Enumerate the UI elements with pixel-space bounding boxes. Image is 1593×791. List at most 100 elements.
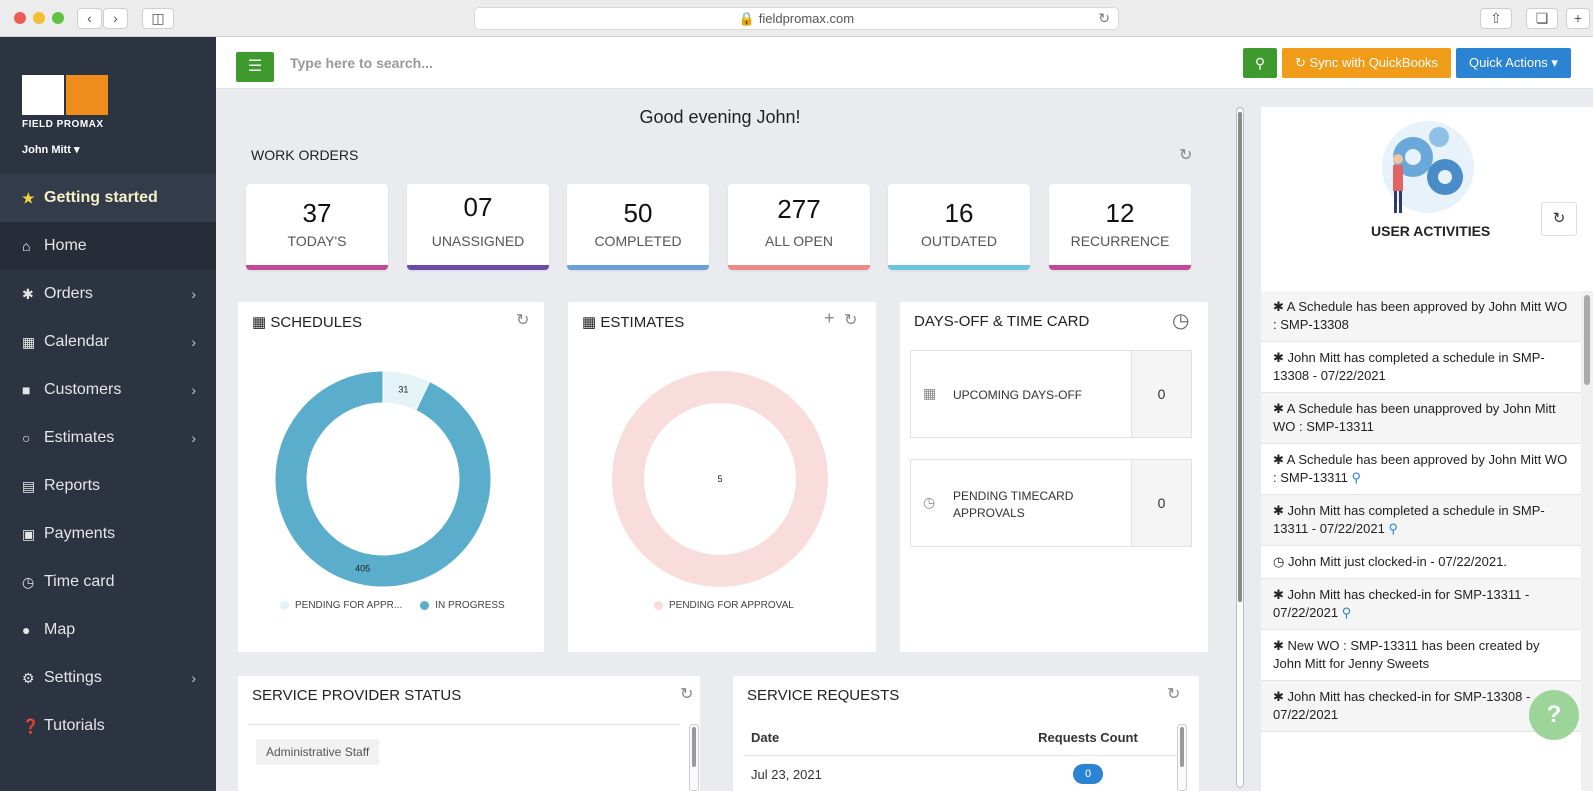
sidebar-item-time-card[interactable]: ◷ Time card <box>0 558 216 606</box>
schedules-title: ▦ SCHEDULES <box>252 313 362 331</box>
pending-timecard-box[interactable]: ◷ PENDING TIMECARD APPROVALS 0 <box>910 459 1192 547</box>
sidebar-item-settings[interactable]: ⚙ Settings › <box>0 654 216 702</box>
clock-icon: ◷ <box>22 573 35 590</box>
service-provider-scrollbar[interactable] <box>689 724 699 791</box>
list-item[interactable]: ✱ A Schedule has been approved by John M… <box>1261 291 1581 342</box>
chevron-right-icon: › <box>191 430 196 446</box>
activities-refresh-button[interactable]: ↻ <box>1541 202 1577 236</box>
sidebar-item-customers[interactable]: ■ Customers › <box>0 366 216 414</box>
wo-card-bar <box>728 265 870 270</box>
col-date-header[interactable]: Date <box>751 730 780 745</box>
days-off-panel: DAYS-OFF & TIME CARD ◷ ▦ UPCOMING DAYS-O… <box>900 302 1208 652</box>
service-requests-refresh-icon[interactable]: ↻ <box>1167 686 1181 703</box>
user-menu[interactable]: John Mitt ▾ <box>22 143 79 156</box>
forward-icon[interactable]: › <box>103 8 128 29</box>
wo-card-bar <box>407 265 549 270</box>
donut-slice[interactable] <box>274 370 492 588</box>
requests-count-badge[interactable]: 0 <box>1073 764 1103 784</box>
estimates-refresh-icon[interactable]: ↻ <box>844 312 858 329</box>
map-pin-icon[interactable]: ⚲ <box>1341 605 1352 620</box>
activities-scrollbar[interactable] <box>1581 291 1593 791</box>
sidebar-item-map[interactable]: ● Map <box>0 606 216 654</box>
row-date: Jul 23, 2021 <box>751 766 822 782</box>
schedules-refresh-icon[interactable]: ↻ <box>516 312 530 329</box>
sidebar-toggle-icon[interactable]: ◫ <box>142 8 174 29</box>
wo-card-all-open[interactable]: 277 ALL OPEN <box>728 184 870 270</box>
new-tab-icon[interactable]: + <box>1566 8 1590 29</box>
activity-text: A Schedule has been approved by John Mit… <box>1273 452 1568 485</box>
activity-text: A Schedule has been approved by John Mit… <box>1273 299 1568 332</box>
gear-icon: ⚙ <box>22 669 35 686</box>
sidebar-item-tutorials[interactable]: ❓ Tutorials <box>0 702 216 750</box>
reload-icon[interactable]: ↻ <box>1098 10 1110 26</box>
sidebar-item-estimates[interactable]: ○ Estimates › <box>0 414 216 462</box>
sync-quickbooks-button[interactable]: ↻ Sync with QuickBooks <box>1282 48 1451 78</box>
menu-toggle-button[interactable]: ☰ <box>236 52 274 82</box>
service-requests-scrollbar[interactable] <box>1177 724 1187 791</box>
donut-slice[interactable] <box>612 371 828 587</box>
sidebar-item-calendar[interactable]: ▦ Calendar › <box>0 318 216 366</box>
work-orders-title: WORK ORDERS <box>251 147 359 163</box>
list-item[interactable]: ✱ A Schedule has been approved by John M… <box>1261 444 1581 495</box>
legend-label[interactable]: PENDING FOR APPROVAL <box>669 600 794 611</box>
list-item[interactable]: ✱ John Mitt has checked-in for SMP-13308… <box>1261 681 1581 732</box>
calendar-icon: ▦ <box>923 385 937 401</box>
wo-card-outdated[interactable]: 16 OUTDATED <box>888 184 1030 270</box>
help-button[interactable]: ? <box>1529 690 1579 740</box>
service-requests-table: Date Requests Count Jul 23, 2021 0 <box>743 720 1177 791</box>
minimize-window-icon[interactable] <box>33 12 45 24</box>
wo-card-todays[interactable]: 37 TODAY'S <box>246 184 388 270</box>
map-pin-icon[interactable]: ⚲ <box>1351 470 1362 485</box>
user-activities-panel: USER ACTIVITIES ↻ ✱ A Schedule has been … <box>1261 107 1593 791</box>
list-item[interactable]: ✱ A Schedule has been unapproved by John… <box>1261 393 1581 444</box>
legend-label[interactable]: PENDING FOR APPR... <box>295 600 403 611</box>
list-item[interactable]: ✱ New WO : SMP-13311 has been created by… <box>1261 630 1581 681</box>
back-icon[interactable]: ‹ <box>77 8 102 29</box>
sidebar-item-payments[interactable]: ▣ Payments <box>0 510 216 558</box>
donut-data-label: 31 <box>398 384 408 394</box>
upcoming-days-off-box[interactable]: ▦ UPCOMING DAYS-OFF 0 <box>910 350 1192 438</box>
sidebar-item-label: Time card <box>44 573 115 590</box>
address-bar[interactable]: 🔒 fieldpromax.com ↻ <box>474 7 1119 30</box>
tabs-icon[interactable]: ❏ <box>1526 8 1558 29</box>
sidebar-item-orders[interactable]: ✱ Orders › <box>0 270 216 318</box>
administrative-staff-tag[interactable]: Administrative Staff <box>256 739 380 765</box>
sidebar-item-label: Orders <box>44 285 93 302</box>
calculator-icon: ▦ <box>582 314 597 331</box>
wo-card-label: RECURRENCE <box>1070 233 1170 249</box>
maximize-window-icon[interactable] <box>52 12 64 24</box>
quick-actions-button[interactable]: Quick Actions ▾ <box>1456 48 1571 78</box>
service-provider-refresh-icon[interactable]: ↻ <box>680 686 694 703</box>
work-orders-refresh-icon[interactable]: ↻ <box>1179 147 1193 164</box>
sidebar-item-home[interactable]: ⌂ Home <box>0 222 216 270</box>
wo-card-unassigned[interactable]: 07 UNASSIGNED <box>407 184 549 270</box>
wo-card-completed[interactable]: 50 COMPLETED <box>567 184 709 270</box>
col-count-header[interactable]: Requests Count <box>1038 730 1138 745</box>
customers-icon: ■ <box>22 382 31 398</box>
close-window-icon[interactable] <box>14 12 26 24</box>
list-item[interactable]: ◷ John Mitt just clocked-in - 07/22/2021… <box>1261 546 1581 579</box>
logo[interactable]: FIELD PROMAX <box>22 75 108 130</box>
list-item[interactable]: ✱ John Mitt has completed a schedule in … <box>1261 342 1581 393</box>
asterisk-icon: ✱ <box>1273 587 1288 602</box>
legend-label[interactable]: IN PROGRESS <box>435 600 505 611</box>
search-button[interactable]: ⚲ <box>1243 48 1277 78</box>
list-item[interactable]: ✱ John Mitt has checked-in for SMP-13311… <box>1261 579 1581 630</box>
wo-card-recurrence[interactable]: 12 RECURRENCE <box>1049 184 1191 270</box>
wo-card-value: 277 <box>777 194 821 224</box>
greeting: Good evening John! <box>639 107 801 127</box>
share-icon[interactable]: ⇧ <box>1480 8 1512 29</box>
activities-list: ✱ A Schedule has been approved by John M… <box>1261 291 1581 732</box>
clock-icon[interactable]: ◷ <box>1172 310 1190 332</box>
search-input[interactable]: Type here to search... <box>290 55 433 71</box>
sidebar-item-getting-started[interactable]: ★ Getting started <box>0 174 216 222</box>
sidebar-item-reports[interactable]: ▤ Reports <box>0 462 216 510</box>
map-pin-icon[interactable]: ⚲ <box>1388 521 1398 536</box>
days-off-title: DAYS-OFF & TIME CARD <box>914 313 1090 330</box>
main-scrollbar[interactable] <box>1236 107 1244 788</box>
add-estimate-icon[interactable]: + <box>824 308 835 328</box>
list-item[interactable]: ✱ John Mitt has completed a schedule in … <box>1261 495 1581 546</box>
map-pin-icon: ● <box>22 622 31 638</box>
activity-text: John Mitt has completed a schedule in SM… <box>1273 503 1545 536</box>
estimates-title: ▦ ESTIMATES <box>582 313 684 331</box>
